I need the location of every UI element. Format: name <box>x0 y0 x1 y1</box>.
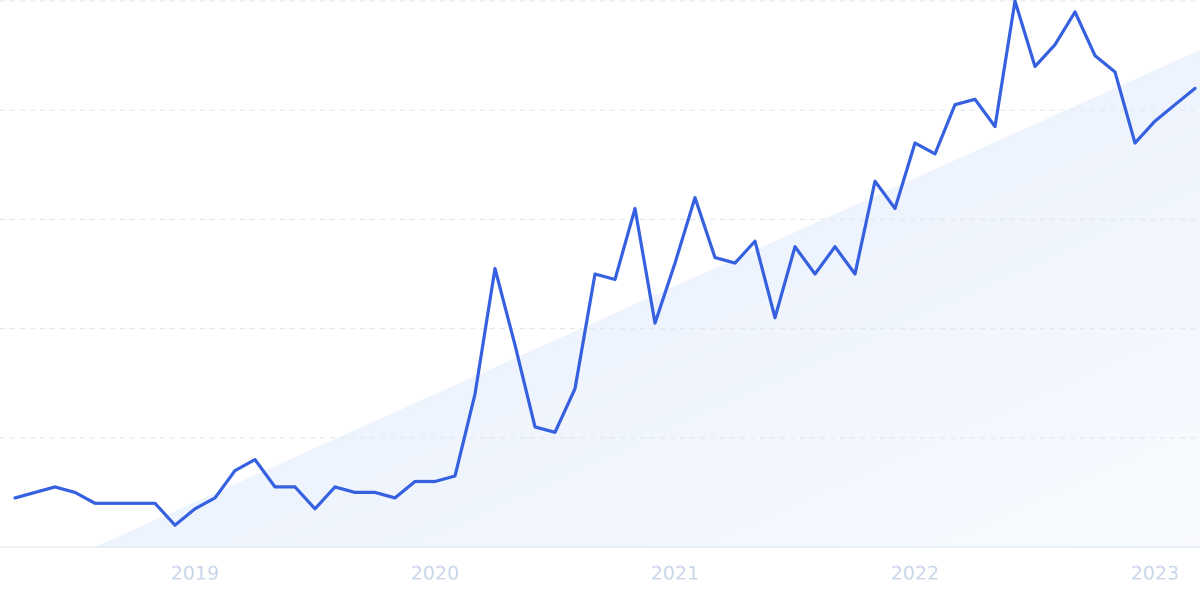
x-tick-label: 2021 <box>651 563 699 585</box>
trend-area <box>95 50 1200 547</box>
x-tick-label: 2019 <box>171 563 219 585</box>
x-tick-label: 2022 <box>891 563 939 585</box>
x-tick-label: 2023 <box>1131 563 1179 585</box>
x-tick-label: 2020 <box>411 563 459 585</box>
trend-line <box>13 0 1197 527</box>
